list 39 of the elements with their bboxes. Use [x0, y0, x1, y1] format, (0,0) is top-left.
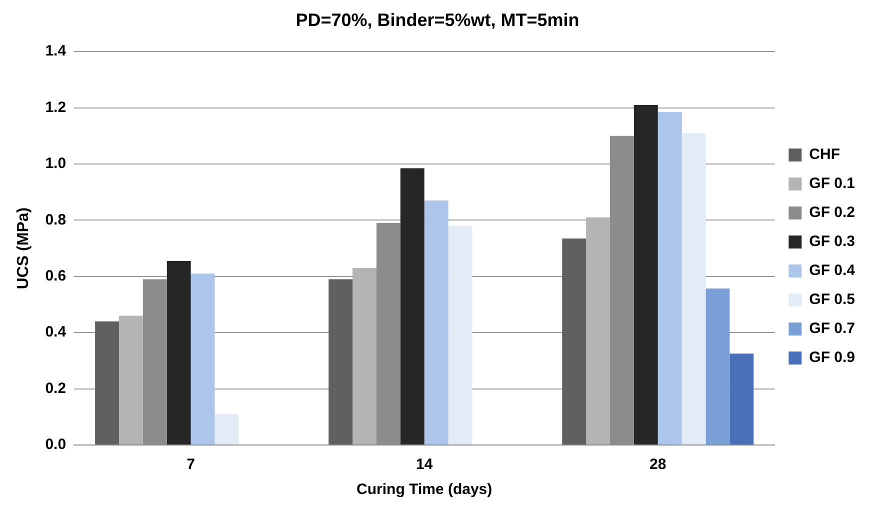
bar [95, 321, 120, 444]
y-tick-label: 0.4 [45, 324, 67, 341]
y-tick-label: 0.0 [45, 436, 66, 454]
bar [400, 168, 424, 444]
bar [214, 414, 239, 444]
legend-label: GF 0.9 [809, 349, 856, 366]
x-tick-label: 14 [416, 456, 434, 474]
y-tick-label: 0.8 [45, 211, 66, 228]
legend-label: GF 0.4 [809, 262, 856, 280]
bar [586, 217, 610, 444]
chart-title: PD=70%, Binder=5%wt, MT=5min [296, 10, 580, 30]
y-tick-label: 1.2 [45, 98, 66, 116]
legend-label: GF 0.3 [809, 233, 856, 250]
legend-label: GF 0.2 [809, 204, 856, 222]
bar [166, 260, 191, 444]
bar [119, 316, 143, 444]
bar [352, 268, 376, 444]
y-tick-label: 1.4 [45, 42, 67, 60]
bar [562, 238, 586, 444]
y-tick-label: 0.2 [45, 380, 66, 397]
y-tick-label: 1.0 [45, 155, 66, 172]
legend-label: GF 0.5 [809, 291, 856, 308]
bar [658, 112, 682, 444]
x-tick-label: 7 [186, 456, 195, 474]
bar [682, 133, 706, 444]
bar [706, 288, 730, 444]
y-tick-label: 0.6 [45, 268, 66, 285]
x-tick-label: 28 [650, 456, 666, 474]
legend-label: GF 0.1 [809, 175, 856, 192]
bar [190, 274, 215, 444]
bar [634, 104, 658, 444]
bar [424, 200, 448, 444]
bar [448, 226, 472, 444]
bar [730, 354, 754, 444]
bar [328, 279, 353, 444]
y-axis-title: UCS (MPa) [15, 207, 32, 290]
legend-label: GF 0.7 [809, 320, 856, 338]
x-axis-title: Curing Time (days) [356, 481, 492, 498]
legend-label: CHF [809, 146, 840, 164]
